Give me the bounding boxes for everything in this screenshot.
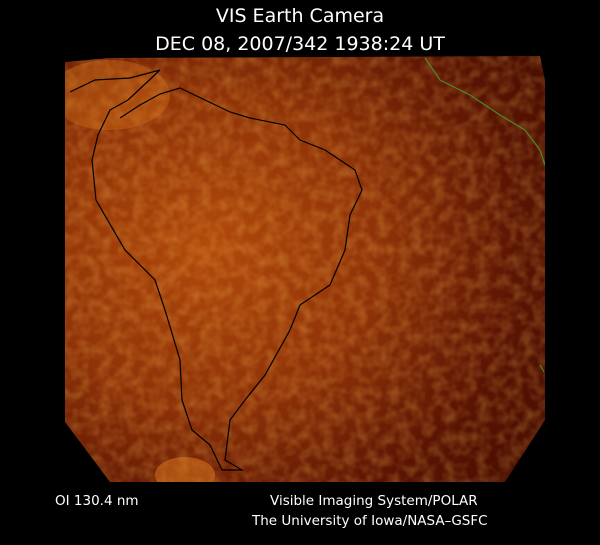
coastline-island xyxy=(539,364,545,373)
instrument-label: Visible Imaging System/POLAR xyxy=(270,493,478,509)
coastline xyxy=(69,69,363,471)
camera-image xyxy=(65,56,545,482)
coastline-north xyxy=(424,57,545,166)
title: VIS Earth Camera xyxy=(216,5,384,27)
timestamp: DEC 08, 2007/342 1938:24 UT xyxy=(155,33,445,55)
filter-label: OI 130.4 nm xyxy=(55,493,139,509)
credit-label: The University of Iowa/NASA–GSFC xyxy=(251,513,488,529)
